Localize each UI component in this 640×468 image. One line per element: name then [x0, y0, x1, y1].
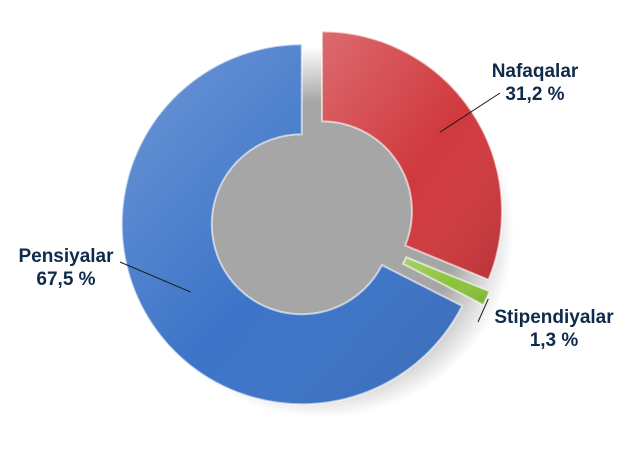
slice-stipendiyalar-shine	[403, 257, 490, 305]
label-stipendiyalar-value: 1,3 %	[529, 330, 579, 351]
slice-pensiyalar-shine	[121, 44, 463, 405]
leader-line-nafaqalar	[439, 92, 501, 133]
label-pensiyalar-name: Pensiyalar	[18, 246, 114, 267]
leader-line-pensiyalar	[119, 261, 192, 293]
label-nafaqalar-name: Nafaqalar	[491, 61, 579, 82]
label-nafaqalar-value: 31,2 %	[505, 84, 565, 105]
label-stipendiyalar-name: Stipendiyalar	[494, 307, 614, 328]
leader-line-stipendiyalar	[477, 298, 489, 323]
label-pensiyalar-value: 67,5 %	[36, 269, 96, 290]
label-stipendiyalar: Stipendiyalar 1,3 %	[478, 306, 630, 352]
slice-nafaqalar-shine	[321, 31, 502, 280]
label-pensiyalar: Pensiyalar 67,5 %	[2, 245, 130, 291]
label-nafaqalar: Nafaqalar 31,2 %	[470, 60, 600, 106]
